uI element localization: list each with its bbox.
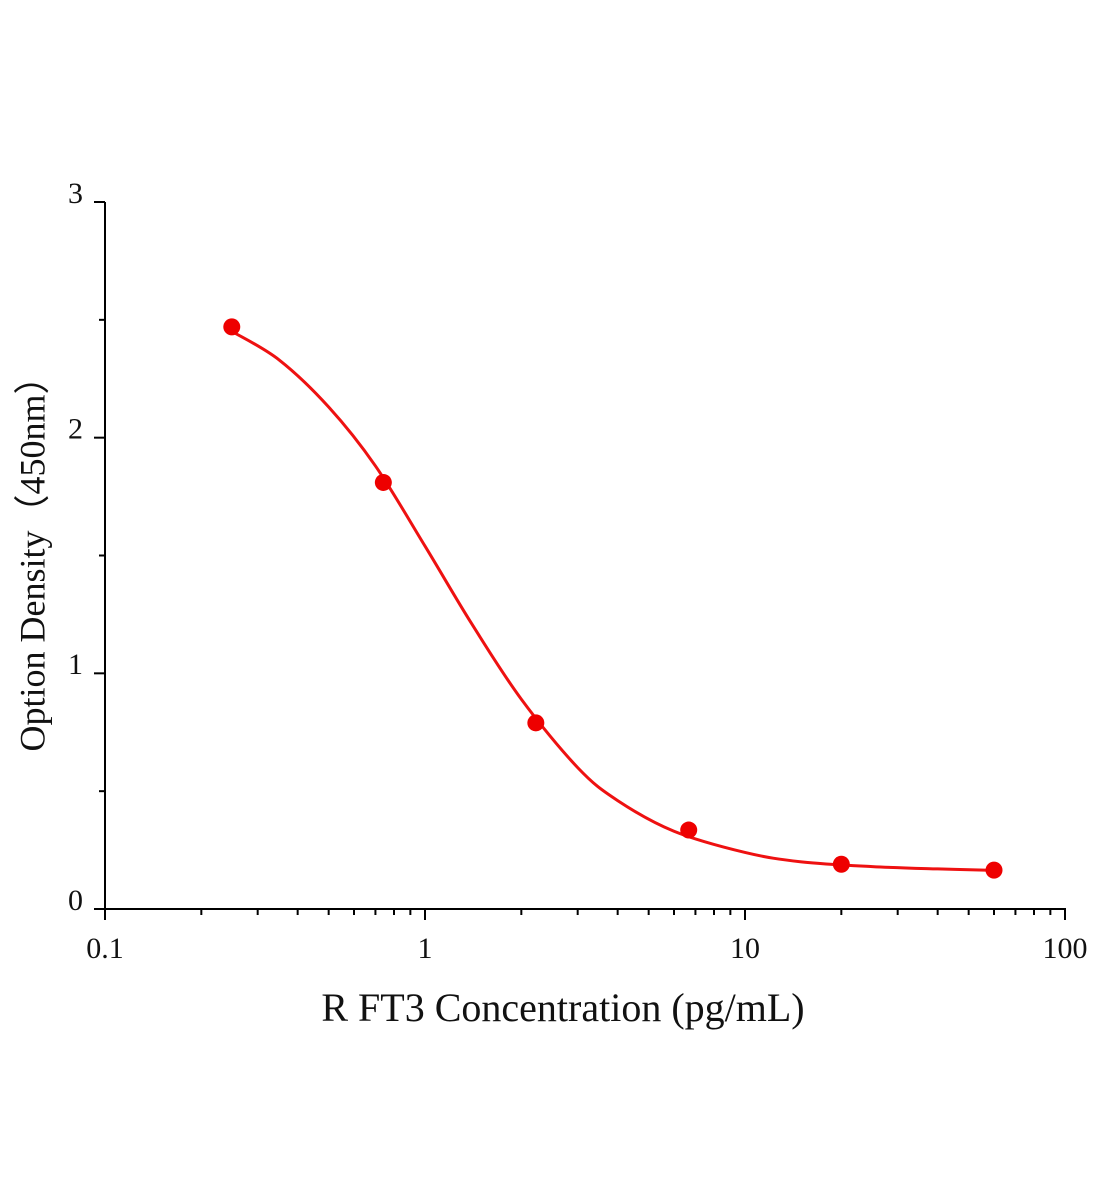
data-point	[527, 714, 545, 732]
data-point	[832, 855, 850, 873]
data-point	[680, 821, 698, 839]
y-tick-label: 1	[68, 648, 83, 681]
fit-curve	[231, 330, 995, 872]
x-tick-label: 1	[418, 932, 433, 965]
y-tick-label: 0	[68, 884, 83, 917]
x-axis-title: R FT3 Concentration (pg/mL)	[321, 985, 804, 1030]
x-tick-label: 100	[1043, 932, 1088, 965]
y-axis-title: Option Density（450nm）	[12, 359, 52, 752]
x-tick-label: 0.1	[86, 932, 124, 965]
data-point	[223, 318, 241, 336]
data-point	[985, 861, 1003, 879]
y-tick-label: 3	[68, 177, 83, 210]
x-tick-label: 10	[730, 932, 760, 965]
y-tick-label: 2	[68, 413, 83, 446]
data-point	[374, 473, 392, 491]
